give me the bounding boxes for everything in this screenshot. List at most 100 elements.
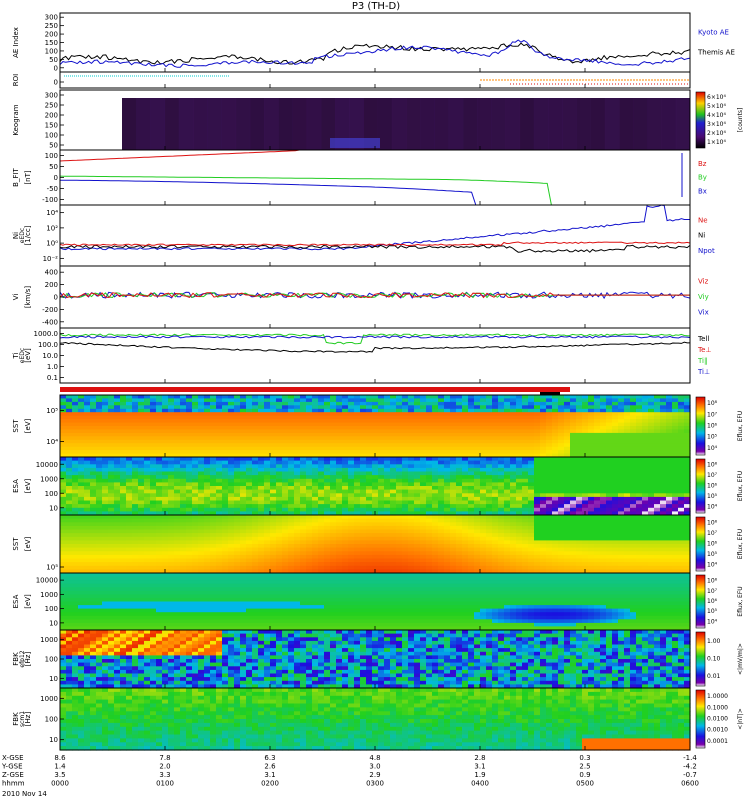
heatmap-cell bbox=[480, 432, 487, 437]
heatmap-cell bbox=[366, 496, 373, 502]
heatmap-cell bbox=[228, 533, 235, 538]
heatmap-cell bbox=[330, 475, 337, 480]
heatmap-cell bbox=[342, 511, 349, 516]
heatmap-cell bbox=[576, 493, 583, 498]
heatmap-cell bbox=[528, 493, 535, 498]
heatmap-cell bbox=[186, 558, 193, 563]
heatmap-cell bbox=[228, 422, 235, 427]
heatmap-cell bbox=[384, 405, 391, 410]
heatmap-cell bbox=[120, 432, 127, 437]
heatmap-cell bbox=[642, 432, 649, 437]
heatmap-cell bbox=[258, 436, 265, 441]
heatmap-cell bbox=[204, 467, 211, 473]
heatmap-cell bbox=[336, 450, 343, 455]
heatmap-cell bbox=[546, 565, 553, 570]
heatmap-cell bbox=[576, 467, 583, 473]
heatmap-cell bbox=[240, 515, 247, 520]
heatmap-cell bbox=[288, 398, 295, 403]
heatmap-cell bbox=[192, 486, 199, 491]
heatmap-cell bbox=[378, 429, 385, 434]
heatmap-cell bbox=[414, 415, 421, 420]
heatmap-cell bbox=[324, 529, 331, 534]
heatmap-cell bbox=[384, 544, 391, 549]
heatmap-cell bbox=[402, 569, 409, 574]
heatmap-cell bbox=[606, 453, 613, 458]
heatmap-cell bbox=[168, 496, 175, 502]
heatmap-cell bbox=[564, 558, 571, 563]
heatmap-cell bbox=[84, 405, 91, 410]
heatmap-cell bbox=[180, 443, 187, 448]
heatmap-cell bbox=[474, 426, 481, 430]
heatmap-cell bbox=[294, 398, 301, 403]
heatmap-cell bbox=[618, 412, 625, 417]
heatmap-cell bbox=[528, 540, 535, 545]
heatmap-cell bbox=[264, 554, 271, 560]
heatmap-cell bbox=[414, 436, 421, 441]
heatmap-cell bbox=[354, 460, 361, 465]
heatmap-cell bbox=[240, 464, 247, 469]
heatmap-cell bbox=[318, 408, 325, 413]
heatmap-cell bbox=[528, 395, 535, 399]
heatmap-cell bbox=[306, 453, 313, 458]
heatmap-cell bbox=[588, 429, 595, 434]
heatmap-cell bbox=[180, 500, 187, 505]
heatmap-cell bbox=[210, 439, 217, 444]
heatmap-cell bbox=[636, 460, 643, 465]
heatmap-cell bbox=[504, 544, 511, 549]
heatmap-cell bbox=[654, 432, 661, 437]
heatmap-cell bbox=[672, 482, 679, 487]
heatmap-cell bbox=[198, 412, 205, 417]
heatmap-cell bbox=[510, 511, 517, 516]
heatmap-cell bbox=[318, 544, 325, 549]
heatmap-cell bbox=[66, 436, 73, 441]
heatmap-cell bbox=[78, 457, 85, 462]
heatmap-cell bbox=[348, 496, 355, 502]
heatmap-cell bbox=[330, 565, 337, 570]
heatmap-cell bbox=[396, 419, 403, 424]
heatmap-cell bbox=[576, 464, 583, 469]
heatmap-cell bbox=[228, 395, 235, 399]
heatmap-cell bbox=[138, 540, 145, 545]
heatmap-cell bbox=[486, 446, 493, 451]
heatmap-cell bbox=[612, 412, 619, 417]
heatmap-cell bbox=[450, 453, 457, 458]
keogram-stripe bbox=[249, 98, 265, 150]
heatmap-cell bbox=[528, 432, 535, 437]
heatmap-cell bbox=[72, 412, 79, 417]
heatmap-cell bbox=[198, 419, 205, 424]
heatmap-cell bbox=[138, 419, 145, 424]
heatmap-cell bbox=[216, 412, 223, 417]
heatmap-cell bbox=[660, 507, 667, 512]
heatmap-cell bbox=[552, 565, 559, 570]
heatmap-cell bbox=[438, 562, 445, 567]
heatmap-cell bbox=[486, 554, 493, 560]
heatmap-cell bbox=[150, 536, 157, 541]
heatmap-cell bbox=[474, 443, 481, 448]
heatmap-cell bbox=[666, 475, 673, 480]
heatmap-cell bbox=[72, 426, 79, 430]
heatmap-cell bbox=[282, 554, 289, 560]
heatmap-cell bbox=[348, 525, 355, 531]
heatmap-cell bbox=[504, 450, 511, 455]
heatmap-cell bbox=[468, 493, 475, 498]
heatmap-cell bbox=[156, 518, 163, 523]
heatmap-cell bbox=[486, 500, 493, 505]
heatmap-cell bbox=[474, 486, 481, 491]
heatmap-cell bbox=[252, 405, 259, 410]
heatmap-cell bbox=[324, 415, 331, 420]
heatmap-cell bbox=[408, 415, 415, 420]
heatmap-cell bbox=[474, 489, 481, 494]
heatmap-cell bbox=[396, 464, 403, 469]
heatmap-cell bbox=[630, 464, 637, 469]
heatmap-cell bbox=[516, 453, 523, 458]
heatmap-cell bbox=[324, 401, 331, 406]
heatmap-cell bbox=[426, 547, 433, 552]
heatmap-cell bbox=[258, 486, 265, 491]
heatmap-cell bbox=[216, 439, 223, 444]
heatmap-cell bbox=[444, 540, 451, 545]
heatmap-cell bbox=[354, 562, 361, 567]
vix-line bbox=[59, 291, 691, 300]
heatmap-cell bbox=[90, 536, 97, 541]
heatmap-cell bbox=[450, 412, 457, 417]
heatmap-cell bbox=[228, 467, 235, 473]
